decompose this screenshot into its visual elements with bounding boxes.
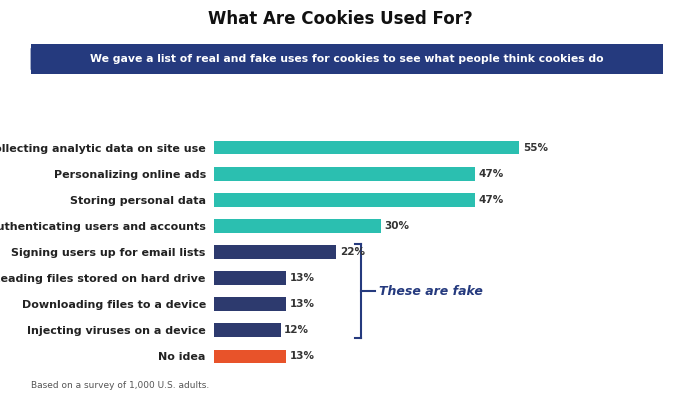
Text: 13%: 13% (290, 351, 315, 361)
Text: 47%: 47% (479, 195, 504, 205)
Bar (214, 167, 475, 180)
Text: Based on a survey of 1,000 U.S. adults.: Based on a survey of 1,000 U.S. adults. (31, 381, 209, 390)
Text: 47%: 47% (479, 169, 504, 179)
Text: 30%: 30% (384, 221, 409, 231)
Text: 13%: 13% (290, 299, 315, 309)
Text: 22%: 22% (339, 247, 364, 257)
Bar (214, 245, 337, 259)
Text: 12%: 12% (284, 325, 309, 335)
Bar (214, 141, 520, 154)
Text: We gave a list of real and fake uses for cookies to see what people think cookie: We gave a list of real and fake uses for… (90, 54, 604, 64)
Text: What Are Cookies Used For?: What Are Cookies Used For? (207, 10, 473, 28)
Text: 55%: 55% (523, 143, 548, 153)
Bar (214, 219, 381, 233)
Bar (214, 271, 286, 285)
Bar (214, 193, 475, 207)
Text: 13%: 13% (290, 273, 315, 283)
Bar (214, 297, 286, 311)
Text: These are fake: These are fake (379, 285, 483, 298)
Bar (214, 324, 281, 337)
FancyBboxPatch shape (31, 44, 663, 74)
Bar (214, 350, 286, 363)
